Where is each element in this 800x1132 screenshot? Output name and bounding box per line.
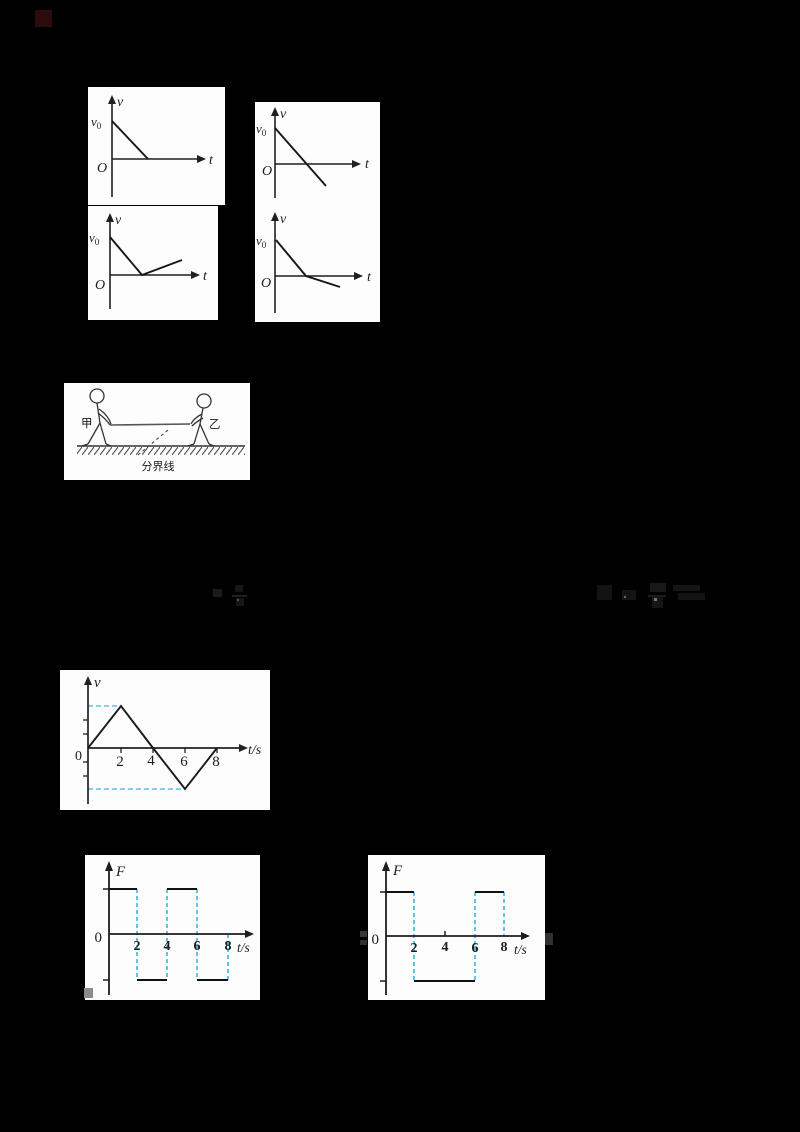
force-wave-segments — [109, 888, 228, 981]
figure-panel-option-graphs-left-lower: v v0 O t — [88, 206, 218, 320]
v-axis-label: v — [280, 212, 287, 227]
origin-label: O — [95, 278, 105, 293]
tick-label-8: 8 — [212, 754, 220, 770]
figure-panel-force-wave-left: F 0 2 4 6 8 t/s — [85, 855, 260, 1000]
rope — [109, 423, 191, 426]
v0-label: v0 — [256, 121, 267, 138]
figure-panel-triangle-wave: v 0 2 4 6 8 t/s — [60, 670, 270, 810]
triangle-wave-graph: v 0 2 4 6 8 t/s — [75, 675, 262, 804]
tick-label-4: 4 — [442, 940, 449, 955]
figure-panel-option-graphs-right: v v0 O t v v0 O t — [255, 102, 380, 322]
t-tick-labels: 2 4 6 8 — [411, 940, 508, 956]
t-axis-label: t — [365, 157, 370, 172]
v-axis-arrow-icon — [271, 107, 279, 116]
tick-label-6: 6 — [194, 939, 201, 954]
v0-label: v0 — [91, 114, 102, 131]
v-axis-ticks — [83, 719, 88, 777]
t-axis-arrow-icon — [521, 932, 530, 940]
origin-label: O — [261, 276, 271, 291]
F-axis-arrow-icon — [382, 861, 390, 871]
force-wave-graph-right: F 0 2 4 6 8 t/s — [372, 861, 530, 995]
v-axis-label: v — [94, 675, 101, 691]
origin-label: O — [97, 161, 107, 176]
person-left-label: 甲 — [81, 416, 93, 430]
t-axis-arrow-icon — [197, 155, 206, 163]
F-axis-ticks — [103, 888, 109, 981]
person-right — [187, 393, 215, 447]
t-axis-unit-label: t/s — [514, 942, 527, 957]
origin-label: O — [262, 164, 272, 179]
tug-of-war-figure: 甲 乙 分界线 — [77, 388, 245, 473]
v-axis-label: v — [115, 213, 122, 228]
tick-label-2: 2 — [116, 754, 124, 770]
v-axis-arrow-icon — [271, 212, 279, 221]
v-axis-label: v — [280, 107, 287, 122]
figure-panel-tug-of-war: 甲 乙 分界线 — [64, 383, 250, 480]
velocity-line — [111, 120, 149, 160]
F-axis-label: F — [115, 864, 126, 880]
force-wave-segments — [386, 891, 504, 982]
v-axis-label: v — [117, 95, 124, 110]
t-axis-unit-label: t/s — [237, 940, 250, 955]
person-right-label: 乙 — [209, 417, 221, 431]
figure-panel-option-graphs-left: v v0 O t — [88, 87, 225, 205]
tick-label-4: 4 — [164, 939, 171, 954]
t-axis-arrow-icon — [191, 271, 200, 279]
scan-smudge — [545, 933, 553, 945]
t-axis-arrow-icon — [352, 160, 361, 168]
velocity-wave-line — [87, 704, 218, 791]
t-axis-arrow-icon — [245, 930, 254, 938]
t-axis-label: t — [367, 270, 372, 285]
v-axis-arrow-icon — [84, 676, 92, 685]
page-corner-marker — [35, 10, 52, 27]
t-tick-labels: 2 4 6 8 — [134, 939, 232, 954]
tick-label-8: 8 — [501, 940, 508, 955]
velocity-line — [275, 239, 341, 288]
tick-label-6: 6 — [180, 754, 188, 770]
boundary-dashed-line — [137, 429, 169, 456]
origin-label: 0 — [372, 932, 380, 948]
origin-label: 0 — [95, 930, 103, 946]
t-axis-unit-label: t/s — [248, 743, 262, 758]
tick-label-2: 2 — [134, 939, 141, 954]
tick-label-8: 8 — [225, 939, 232, 954]
scan-smudge — [360, 940, 367, 945]
person-left-head — [89, 388, 105, 404]
F-axis-arrow-icon — [105, 861, 113, 871]
person-left — [81, 388, 112, 447]
F-axis-label: F — [392, 863, 403, 879]
tick-label-4: 4 — [147, 753, 155, 769]
faint-formula-artifact-right — [594, 581, 712, 611]
boundary-caption: 分界线 — [142, 459, 175, 473]
tick-label-2: 2 — [411, 941, 418, 956]
v0-label: v0 — [89, 230, 100, 247]
vt-graphs-B-D: v v0 O t v v0 O t — [256, 107, 372, 313]
v0-label: v0 — [256, 233, 267, 250]
velocity-line — [109, 236, 183, 277]
velocity-line — [274, 127, 327, 187]
force-wave-graph-left: F 0 2 4 6 8 t/s — [95, 861, 254, 995]
vt-graph-C: v v0 O t — [89, 213, 208, 309]
tick-label-6: 6 — [472, 941, 479, 956]
vt-graph-A: v v0 O t — [91, 95, 214, 197]
ground-hatching — [77, 447, 245, 455]
faint-formula-artifact-left — [211, 583, 251, 609]
t-axis-arrow-icon — [354, 272, 363, 280]
origin-label: 0 — [75, 749, 82, 764]
figure-panel-force-wave-right: F 0 2 4 6 8 t/s — [368, 855, 545, 1000]
v-axis-arrow-icon — [106, 213, 114, 222]
t-axis-label: t — [203, 269, 208, 284]
scan-smudge — [360, 931, 367, 937]
axis-ticks — [380, 891, 446, 982]
t-axis-label: t — [209, 153, 214, 168]
v-axis-arrow-icon — [108, 95, 116, 104]
scan-smudge — [84, 988, 93, 998]
t-axis-arrow-icon — [239, 744, 248, 752]
person-right-head — [196, 393, 212, 409]
